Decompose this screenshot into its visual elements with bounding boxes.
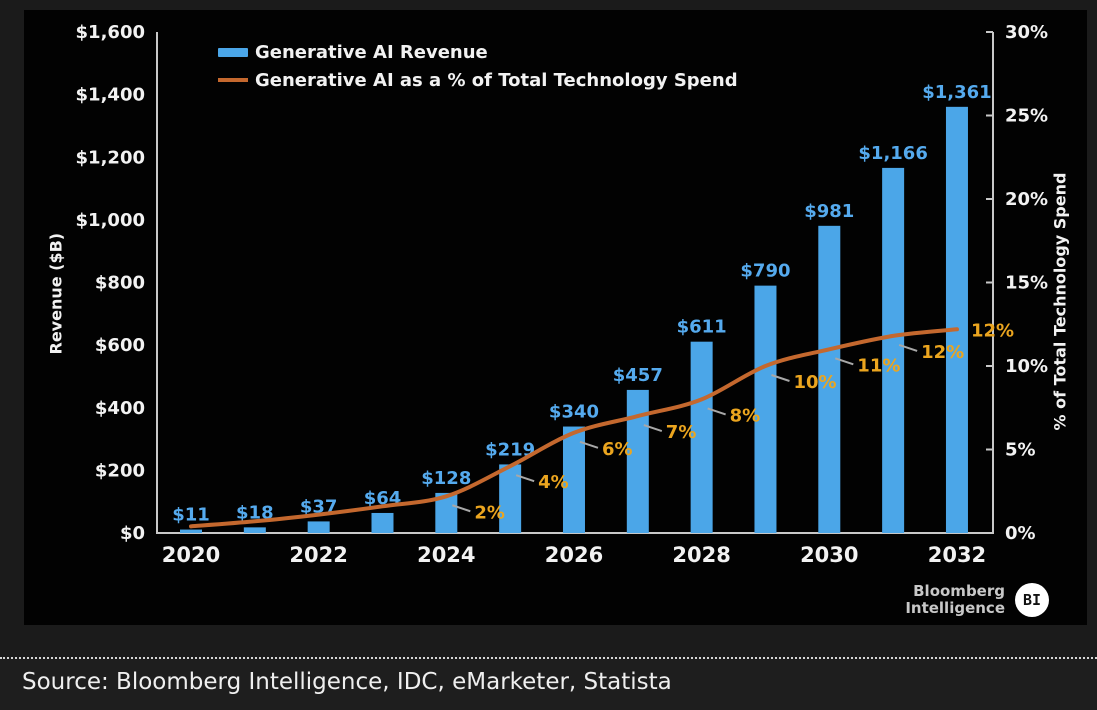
chart-legend: Generative AI Revenue Generative AI as a… [218,38,738,94]
x-axis-tick-label: 2024 [417,543,475,567]
brand-line-1: Bloomberg [913,582,1005,600]
bar-value-label: $128 [421,468,471,489]
left-axis-tick-label: $800 [95,273,145,294]
percent-series-swatch [218,78,248,82]
percent-label-leader [643,424,663,433]
left-axis-tick-label: $200 [95,460,145,481]
brand-line-2: Intelligence [905,599,1005,617]
percent-point-label: 11% [857,355,900,376]
bar-2030 [818,225,841,533]
bloomberg-wordmark: Bloomberg Intelligence [905,583,1005,617]
bar-value-label: $1,361 [922,82,991,103]
chart-panel: $0 $200 $400 $600 $800 $1,000 $1,200 $1,400 $1,6… [24,10,1087,625]
left-axis-title: Revenue ($B) [46,232,66,355]
bar-value-label: $340 [549,402,599,423]
legend-label-revenue: Generative AI Revenue [255,41,488,63]
legend-item-percent: Generative AI as a % of Total Technology… [218,66,738,94]
percent-point-label: 8% [730,405,761,426]
percent-point-label: 6% [602,439,633,460]
percent-point-label: 7% [666,422,697,443]
bar-2025 [499,464,522,533]
right-axis-tick-label: 5% [1005,440,1036,461]
bar-2027 [626,389,649,533]
right-axis-tick-label: 10% [1005,356,1048,377]
bar-value-label: $790 [740,261,790,282]
left-axis-tick-label: $600 [95,335,145,356]
percent-label-leader [452,504,471,513]
percent-point-label: 4% [538,472,569,493]
left-axis-tick-label: $1,000 [76,210,145,231]
left-axis-tick-label: $400 [95,398,145,419]
percent-label-leader [898,343,918,352]
bar-value-label: $219 [485,439,535,460]
percent-label-leader [515,474,535,483]
bar-2031 [882,167,905,534]
percent-point-label: 10% [793,372,836,393]
bi-badge-icon: BI [1015,583,1049,617]
bar-2022 [307,521,330,533]
bar-2026 [562,426,585,533]
x-axis-tick-label: 2032 [928,543,986,567]
percent-point-label: 2% [474,502,505,523]
percent-line-series [189,327,959,529]
percent-label-leader [834,357,854,366]
bar-2028 [690,341,713,533]
bar-2021 [243,527,266,533]
source-text: Source: Bloomberg Intelligence, IDC, eMa… [22,669,672,695]
bar-value-label: $1,166 [858,143,927,164]
legend-label-percent: Generative AI as a % of Total Technology… [255,69,738,91]
x-axis-tick-label: 2020 [162,543,220,567]
x-axis-tick-label: 2026 [545,543,603,567]
bar-2032 [945,106,968,533]
bar-2020 [180,529,202,533]
left-axis-tick-label: $0 [120,523,145,544]
legend-item-revenue: Generative AI Revenue [218,38,738,66]
right-axis-tick-label: 0% [1005,523,1036,544]
x-axis-tick-label: 2022 [289,543,347,567]
right-axis-tick-label: 20% [1005,189,1048,210]
right-axis-tick-label: 15% [1005,273,1048,294]
bar-value-label: $611 [677,317,727,338]
percent-label-leader [771,374,790,382]
bar-2024 [435,492,458,533]
percent-point-label: 12% [921,342,964,363]
percent-label-leader [579,440,599,449]
x-axis-tick-label: 2028 [672,543,730,567]
percent-label-leader [707,407,726,416]
revenue-vs-spend-chart: $0 $200 $400 $600 $800 $1,000 $1,200 $1,400 $1,6… [76,22,1049,567]
bar-2023 [371,512,394,533]
left-axis-tick-label: $1,400 [76,85,145,106]
bar-value-label: $981 [804,201,854,222]
bar-value-label: $457 [613,365,663,386]
source-bar: Source: Bloomberg Intelligence, IDC, eMa… [0,657,1097,710]
right-axis-title: % of Total Technology Spend [1050,172,1070,431]
bar-2029 [754,285,777,533]
right-axis-tick-label: 30% [1005,22,1048,43]
revenue-series-swatch [218,47,248,57]
right-axis-tick-label: 25% [1005,106,1048,127]
x-axis-tick-label: 2030 [800,543,858,567]
percent-point-label: 12% [971,320,1014,341]
left-axis-tick-label: $1,200 [76,147,145,168]
left-axis-tick-label: $1,600 [76,22,145,43]
bloomberg-intelligence-logo: Bloomberg Intelligence BI [905,583,1049,617]
bar-value-label: $18 [236,502,274,523]
bar-value-label: $11 [172,505,210,526]
